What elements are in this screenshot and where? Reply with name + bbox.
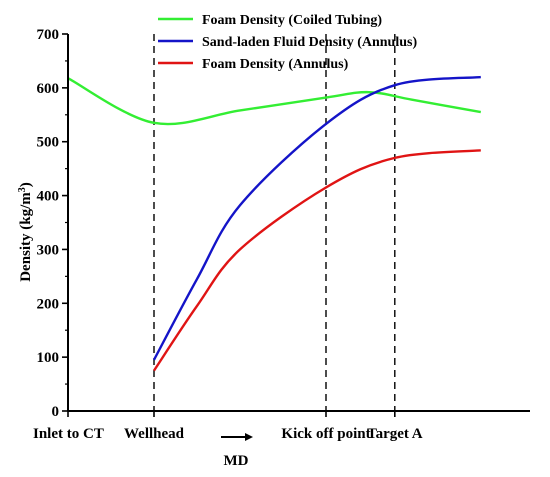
y-ticks: 0 100 200 300 400 500 600 700 — [37, 27, 68, 420]
y-tick-label-2: 200 — [37, 296, 60, 312]
legend: Foam Density (Coiled Tubing) Sand-laden F… — [158, 13, 417, 72]
y-tick-label-3: 300 — [37, 242, 60, 258]
x-axis-title-group: MD — [221, 433, 253, 469]
series-line-2 — [153, 149, 481, 372]
y-tick-label-5: 500 — [37, 135, 60, 151]
legend-label-0: Foam Density (Coiled Tubing) — [202, 13, 382, 28]
axes — [67, 34, 530, 412]
x-tick-label-0: Inlet to CT — [33, 426, 104, 442]
x-axis-title: MD — [224, 453, 249, 469]
right-arrow-icon — [221, 433, 253, 441]
x-tick-label-3: Target A — [367, 426, 423, 442]
x-tick-label-2: Kick off point — [281, 426, 370, 442]
y-tick-label-7: 700 — [37, 27, 60, 43]
legend-label-1: Sand-laden Fluid Density (Annulus) — [202, 35, 417, 50]
series-line-0 — [67, 77, 482, 126]
y-tick-label-4: 400 — [37, 189, 60, 205]
y-axis-title: Density (kg/m3) — [17, 182, 35, 282]
x-tick-label-1: Wellhead — [124, 426, 185, 442]
y-tick-label-1: 100 — [37, 350, 60, 366]
y-tick-label-0: 0 — [52, 404, 60, 420]
series-lines — [67, 75, 482, 372]
x-ticks: Inlet to CT Wellhead Kick off pointTarget … — [33, 411, 423, 442]
legend-label-2: Foam Density (Annulus) — [202, 57, 349, 72]
series-line-1 — [152, 75, 481, 361]
y-tick-label-6: 600 — [37, 81, 60, 97]
